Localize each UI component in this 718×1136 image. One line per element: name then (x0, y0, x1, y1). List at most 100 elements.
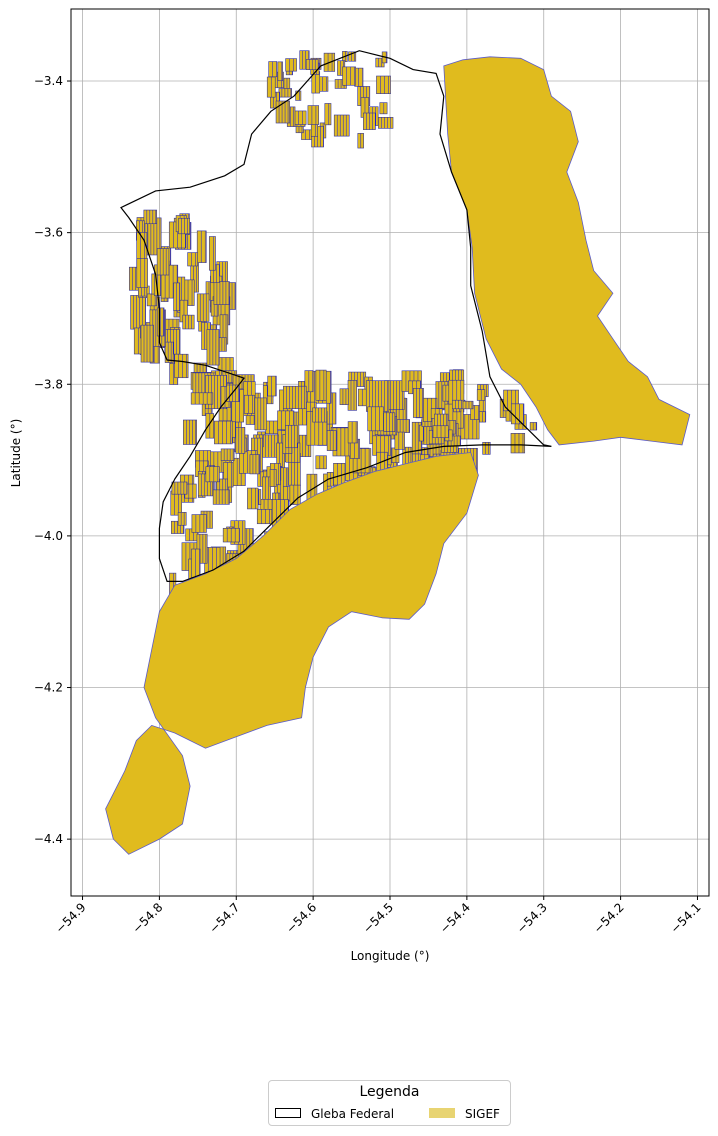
sigef-parcel (326, 430, 338, 451)
sigef-parcel-shape (529, 422, 538, 431)
sigef-parcel-shape (196, 533, 208, 564)
sigef-parcel (378, 117, 394, 129)
sigef-parcel-shape (295, 90, 302, 101)
sigef-parcel-shape (220, 448, 235, 461)
sigef-parcel-shape (191, 514, 207, 533)
sigef-parcel-shape (342, 66, 356, 86)
sigef-parcel (130, 295, 146, 330)
sigef-parcel (312, 407, 328, 423)
sigef-parcel-shape (223, 462, 234, 488)
sigef-parcel (173, 282, 181, 312)
x-tick-label-6: −54.3 (514, 900, 550, 936)
sigef-parcel (206, 329, 220, 366)
sigef-parcel-shape (432, 425, 449, 438)
sigef-parcel-shape (285, 58, 297, 72)
sigef-parcel (171, 481, 188, 495)
y-tick-label-3: −4.0 (34, 529, 63, 543)
sigef-parcel-shape (191, 548, 201, 578)
sigef-parcel-shape (182, 419, 197, 445)
sigef-parcel (376, 75, 391, 94)
sigef-parcel-shape (174, 353, 189, 379)
legend: Legenda Gleba Federal SIGEF (268, 1080, 511, 1126)
x-tick-label-0: −54.9 (53, 900, 89, 936)
sigef-parcel (432, 425, 449, 438)
sigef-parcel (372, 435, 391, 456)
sigef-parcel (365, 380, 390, 412)
sigef-parcel-shape (348, 51, 357, 62)
sigef-parcel (170, 490, 182, 516)
sigef-parcel (178, 217, 190, 235)
sigef-parcel (482, 442, 491, 455)
y-tick-label-5: −4.4 (34, 832, 63, 846)
x-axis: −54.9 −54.8 −54.7 −54.6 −54.5 −54.4 −54.3 −54.2… (53, 896, 704, 936)
sigef-parcel (247, 487, 259, 510)
sigef-parcel (156, 307, 165, 337)
sigef-parcel (140, 324, 154, 363)
map-parcels-layer (128, 50, 538, 601)
sigef-parcel (394, 431, 405, 450)
sigef-parcel-shape (178, 217, 190, 235)
y-tick-label-0: −3.4 (34, 74, 63, 88)
sigef-parcel-shape (214, 420, 233, 445)
sigef-parcel-shape (510, 433, 526, 454)
x-axis-label: Longitude (°) (351, 949, 430, 963)
sigef-parcel (289, 484, 301, 505)
sigef-parcel (278, 88, 292, 98)
sigef-parcel-shape (394, 431, 405, 450)
sigef-large-parcel-0 (443, 56, 691, 446)
sigef-parcel (222, 527, 240, 543)
sigef-parcel (205, 413, 215, 439)
sigef-parcel (268, 61, 278, 78)
sigef-large-parcels (105, 56, 691, 855)
sigef-parcel-shape (378, 117, 394, 129)
sigef-parcel (510, 403, 525, 425)
sigef-parcel-shape (170, 490, 182, 516)
sigef-parcel-shape (315, 455, 327, 470)
sigef-parcel (212, 489, 230, 505)
gleba-federal-boundary (120, 50, 552, 583)
sigef-parcel-shape (383, 412, 396, 432)
gleba-federal-layer (120, 50, 552, 583)
sigef-parcel (339, 388, 349, 406)
sigef-parcel (342, 66, 356, 86)
sigef-parcel (182, 419, 197, 445)
sigef-parcel (412, 388, 424, 418)
sigef-parcel-shape (347, 421, 358, 444)
sigef-parcel-shape (247, 487, 259, 510)
sigef-parcel-shape (208, 236, 216, 271)
sigef-parcel (187, 252, 198, 267)
sigef-parcel (214, 420, 233, 445)
sigef-parcel-shape (324, 103, 332, 126)
sigef-parcel-shape (265, 420, 279, 435)
y-axis-label: Latitude (°) (9, 419, 23, 488)
sigef-parcel (191, 514, 207, 533)
sigef-parcel-shape (283, 385, 307, 410)
sigef-parcel-shape (277, 61, 283, 82)
sigef-parcel (347, 380, 357, 411)
sigef-parcel (277, 61, 283, 82)
sigef-parcel (285, 424, 298, 449)
sigef-parcel (269, 469, 277, 487)
sigef-parcel (354, 67, 364, 87)
sigef-parcel-shape (278, 88, 292, 98)
sigef-parcel (182, 314, 195, 330)
sigef-parcel (367, 406, 384, 432)
sigef-parcel (265, 420, 279, 435)
sigef-parcel (529, 422, 538, 431)
sigef-parcel-shape (339, 388, 349, 406)
sigef-parcel (249, 454, 260, 475)
sigef-parcel (220, 448, 235, 461)
sigef-parcel-shape (326, 430, 338, 451)
sigef-parcel-shape (190, 392, 214, 405)
sigef-parcel (283, 385, 307, 410)
sigef-parcel (304, 370, 314, 393)
legend-swatch-sigef (429, 1108, 455, 1118)
sigef-parcel (476, 389, 486, 401)
sigef-parcel-shape (164, 341, 174, 363)
x-tick-label-5: −54.4 (437, 900, 473, 936)
sigef-parcel (156, 248, 170, 276)
sigef-parcel (205, 466, 220, 483)
sigef-parcel-shape (256, 508, 273, 525)
sigef-parcel-shape (196, 230, 207, 263)
